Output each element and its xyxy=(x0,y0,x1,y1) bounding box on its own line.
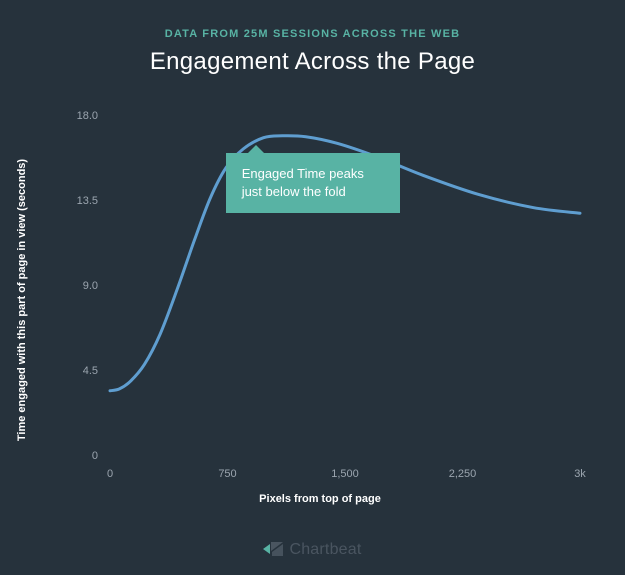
x-tick-label: 0 xyxy=(107,468,113,480)
x-tick-label: 1,500 xyxy=(331,468,359,480)
chartbeat-logo-icon xyxy=(263,542,283,558)
callout-text: Engaged Time peaks just below the fold xyxy=(242,166,364,199)
y-axis-label: Time engaged with this part of page in v… xyxy=(16,159,28,441)
callout-arrow-icon xyxy=(248,145,264,153)
chart-header: DATA FROM 25M SESSIONS ACROSS THE WEB En… xyxy=(0,0,625,76)
y-tick-label: 4.5 xyxy=(83,365,98,377)
chart-area: Time engaged with this part of page in v… xyxy=(40,105,600,495)
y-tick-label: 13.5 xyxy=(77,195,98,207)
x-tick-label: 2,250 xyxy=(449,468,477,480)
x-tick-label: 750 xyxy=(218,468,236,480)
callout-annotation: Engaged Time peaks just below the fold xyxy=(226,153,400,212)
y-tick-label: 0 xyxy=(92,450,98,462)
x-axis-label: Pixels from top of page xyxy=(259,493,381,505)
x-tick-label: 3k xyxy=(574,468,586,480)
y-tick-label: 18.0 xyxy=(77,110,98,122)
logo: Chartbeat xyxy=(0,541,625,559)
chart-title: Engagement Across the Page xyxy=(0,48,625,76)
logo-text: Chartbeat xyxy=(289,541,361,559)
chart-subtitle: DATA FROM 25M SESSIONS ACROSS THE WEB xyxy=(0,28,625,40)
y-tick-label: 9.0 xyxy=(83,280,98,292)
